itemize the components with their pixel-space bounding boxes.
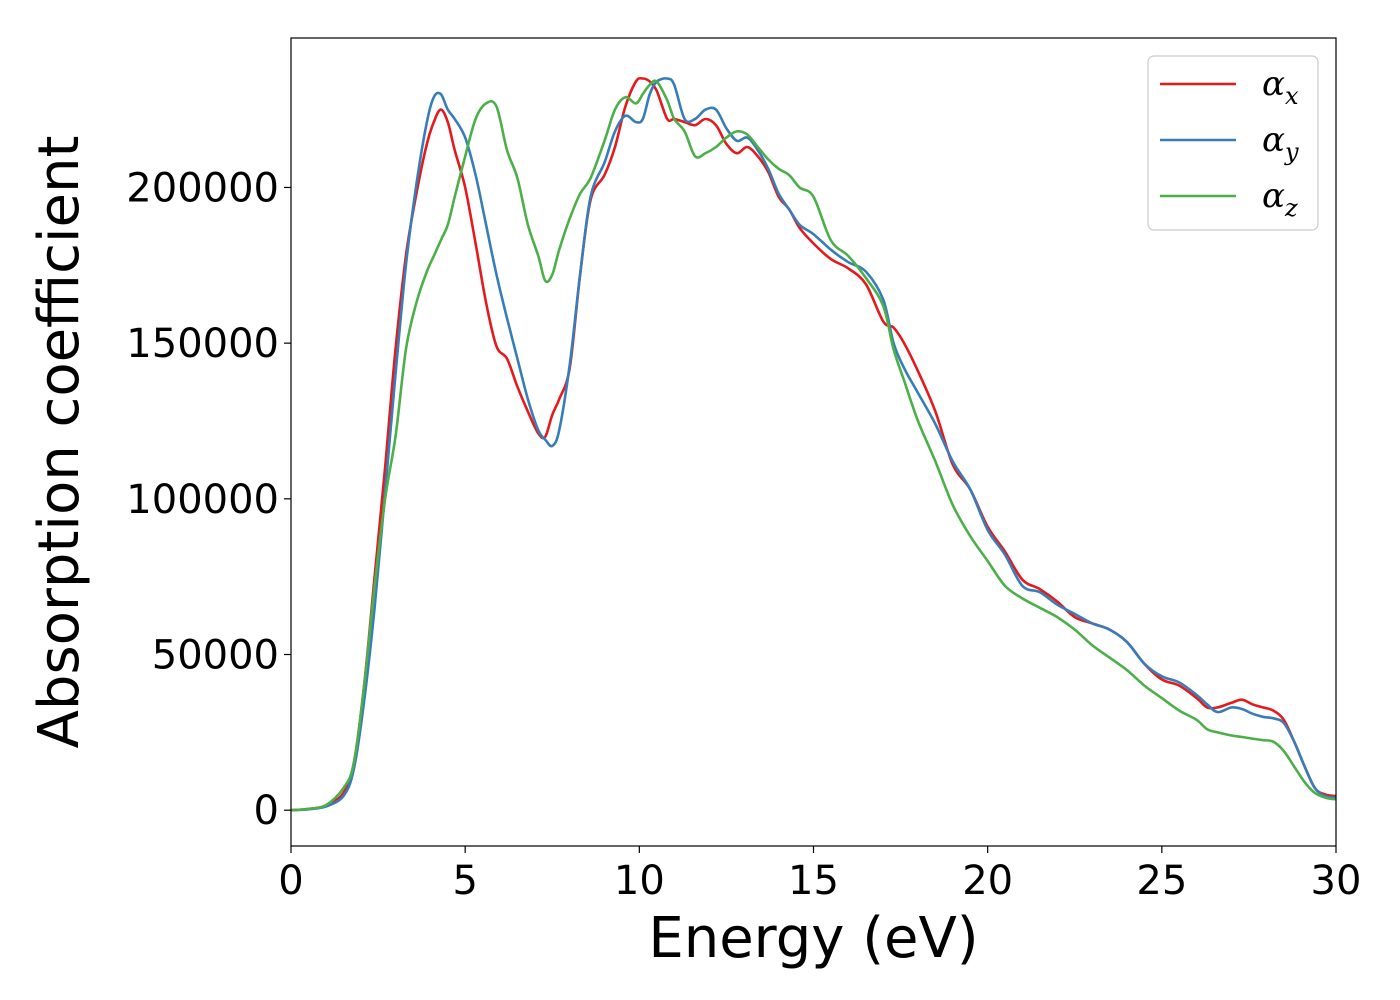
y-tick-label: 100000: [126, 477, 279, 523]
legend-box: [1147, 55, 1319, 231]
x-tick-label: 25: [1136, 858, 1187, 904]
y-tick-label: 50000: [152, 633, 279, 679]
x-tick-label: 30: [1311, 858, 1362, 904]
y-tick-label: 150000: [126, 321, 279, 367]
x-tick-label: 10: [614, 858, 665, 904]
legend-label-x: αx: [1262, 64, 1299, 110]
series-line-z: [290, 79, 1337, 812]
legend-label-y: αy: [1262, 120, 1299, 166]
y-axis: 0 50000 100000 150000 200000: [126, 165, 291, 834]
x-tick-label: 20: [962, 858, 1013, 904]
series-line-y: [290, 77, 1337, 812]
x-axis: 0 5 10 15 20 25 30: [278, 846, 1361, 904]
x-axis-title: Energy (eV): [648, 906, 978, 971]
x-tick-label: 5: [452, 858, 477, 904]
x-tick-label: 0: [278, 858, 303, 904]
legend-label-z: αz: [1262, 176, 1298, 222]
y-tick-label: 200000: [126, 165, 279, 211]
legend: αx αy αz: [1147, 55, 1319, 231]
series-layer: [290, 76, 1337, 812]
y-axis-title: Absorption coefficient: [27, 136, 92, 749]
y-tick-label: 0: [254, 788, 279, 834]
x-tick-label: 15: [788, 858, 839, 904]
